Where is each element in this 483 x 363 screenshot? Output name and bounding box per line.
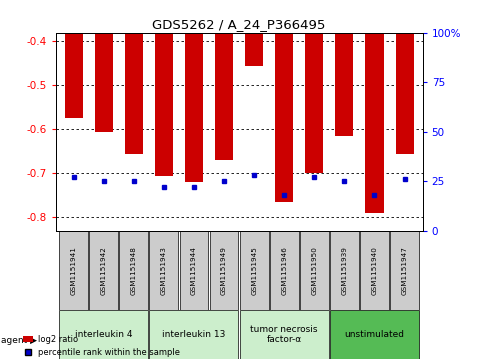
Bar [270,231,298,310]
Text: GSM1151950: GSM1151950 [312,246,317,295]
Bar [360,231,389,310]
Text: tumor necrosis
factor-α: tumor necrosis factor-α [251,325,318,344]
Bar [149,231,178,310]
Bar [275,0,293,202]
Bar [330,310,419,359]
Text: GSM1151944: GSM1151944 [191,246,197,295]
Bar [119,231,148,310]
Text: GSM1151941: GSM1151941 [71,246,77,295]
Bar [65,0,83,118]
Text: GSM1151946: GSM1151946 [281,246,287,295]
Bar [245,0,263,66]
Bar [180,231,208,310]
Text: GSM1151945: GSM1151945 [251,246,257,295]
Bar [59,310,148,359]
Bar [330,231,359,310]
Bar [125,0,143,154]
Bar [95,0,113,132]
Bar [305,0,323,174]
Text: GSM1151942: GSM1151942 [100,246,107,295]
Bar [210,231,239,310]
Bar [390,231,419,310]
Title: GDS5262 / A_24_P366495: GDS5262 / A_24_P366495 [153,19,326,32]
Bar [366,0,384,213]
Text: GSM1151940: GSM1151940 [371,246,378,295]
Text: GSM1151947: GSM1151947 [401,246,408,295]
Bar [149,310,239,359]
Text: interleukin 13: interleukin 13 [162,330,226,339]
Text: GSM1151948: GSM1151948 [131,246,137,295]
Bar [240,231,269,310]
Bar [155,0,173,176]
Text: unstimulated: unstimulated [344,330,404,339]
Text: interleukin 4: interleukin 4 [75,330,132,339]
Bar [215,0,233,160]
Text: agent ▶: agent ▶ [1,336,37,345]
Text: GSM1151939: GSM1151939 [341,246,347,295]
Bar [240,310,329,359]
Bar [89,231,118,310]
Bar [59,231,88,310]
Bar [335,0,354,136]
Bar [185,0,203,182]
Bar [300,231,329,310]
Bar [396,0,413,154]
Text: GSM1151943: GSM1151943 [161,246,167,295]
Legend: log2 ratio, percentile rank within the sample: log2 ratio, percentile rank within the s… [24,335,180,357]
Text: GSM1151949: GSM1151949 [221,246,227,295]
